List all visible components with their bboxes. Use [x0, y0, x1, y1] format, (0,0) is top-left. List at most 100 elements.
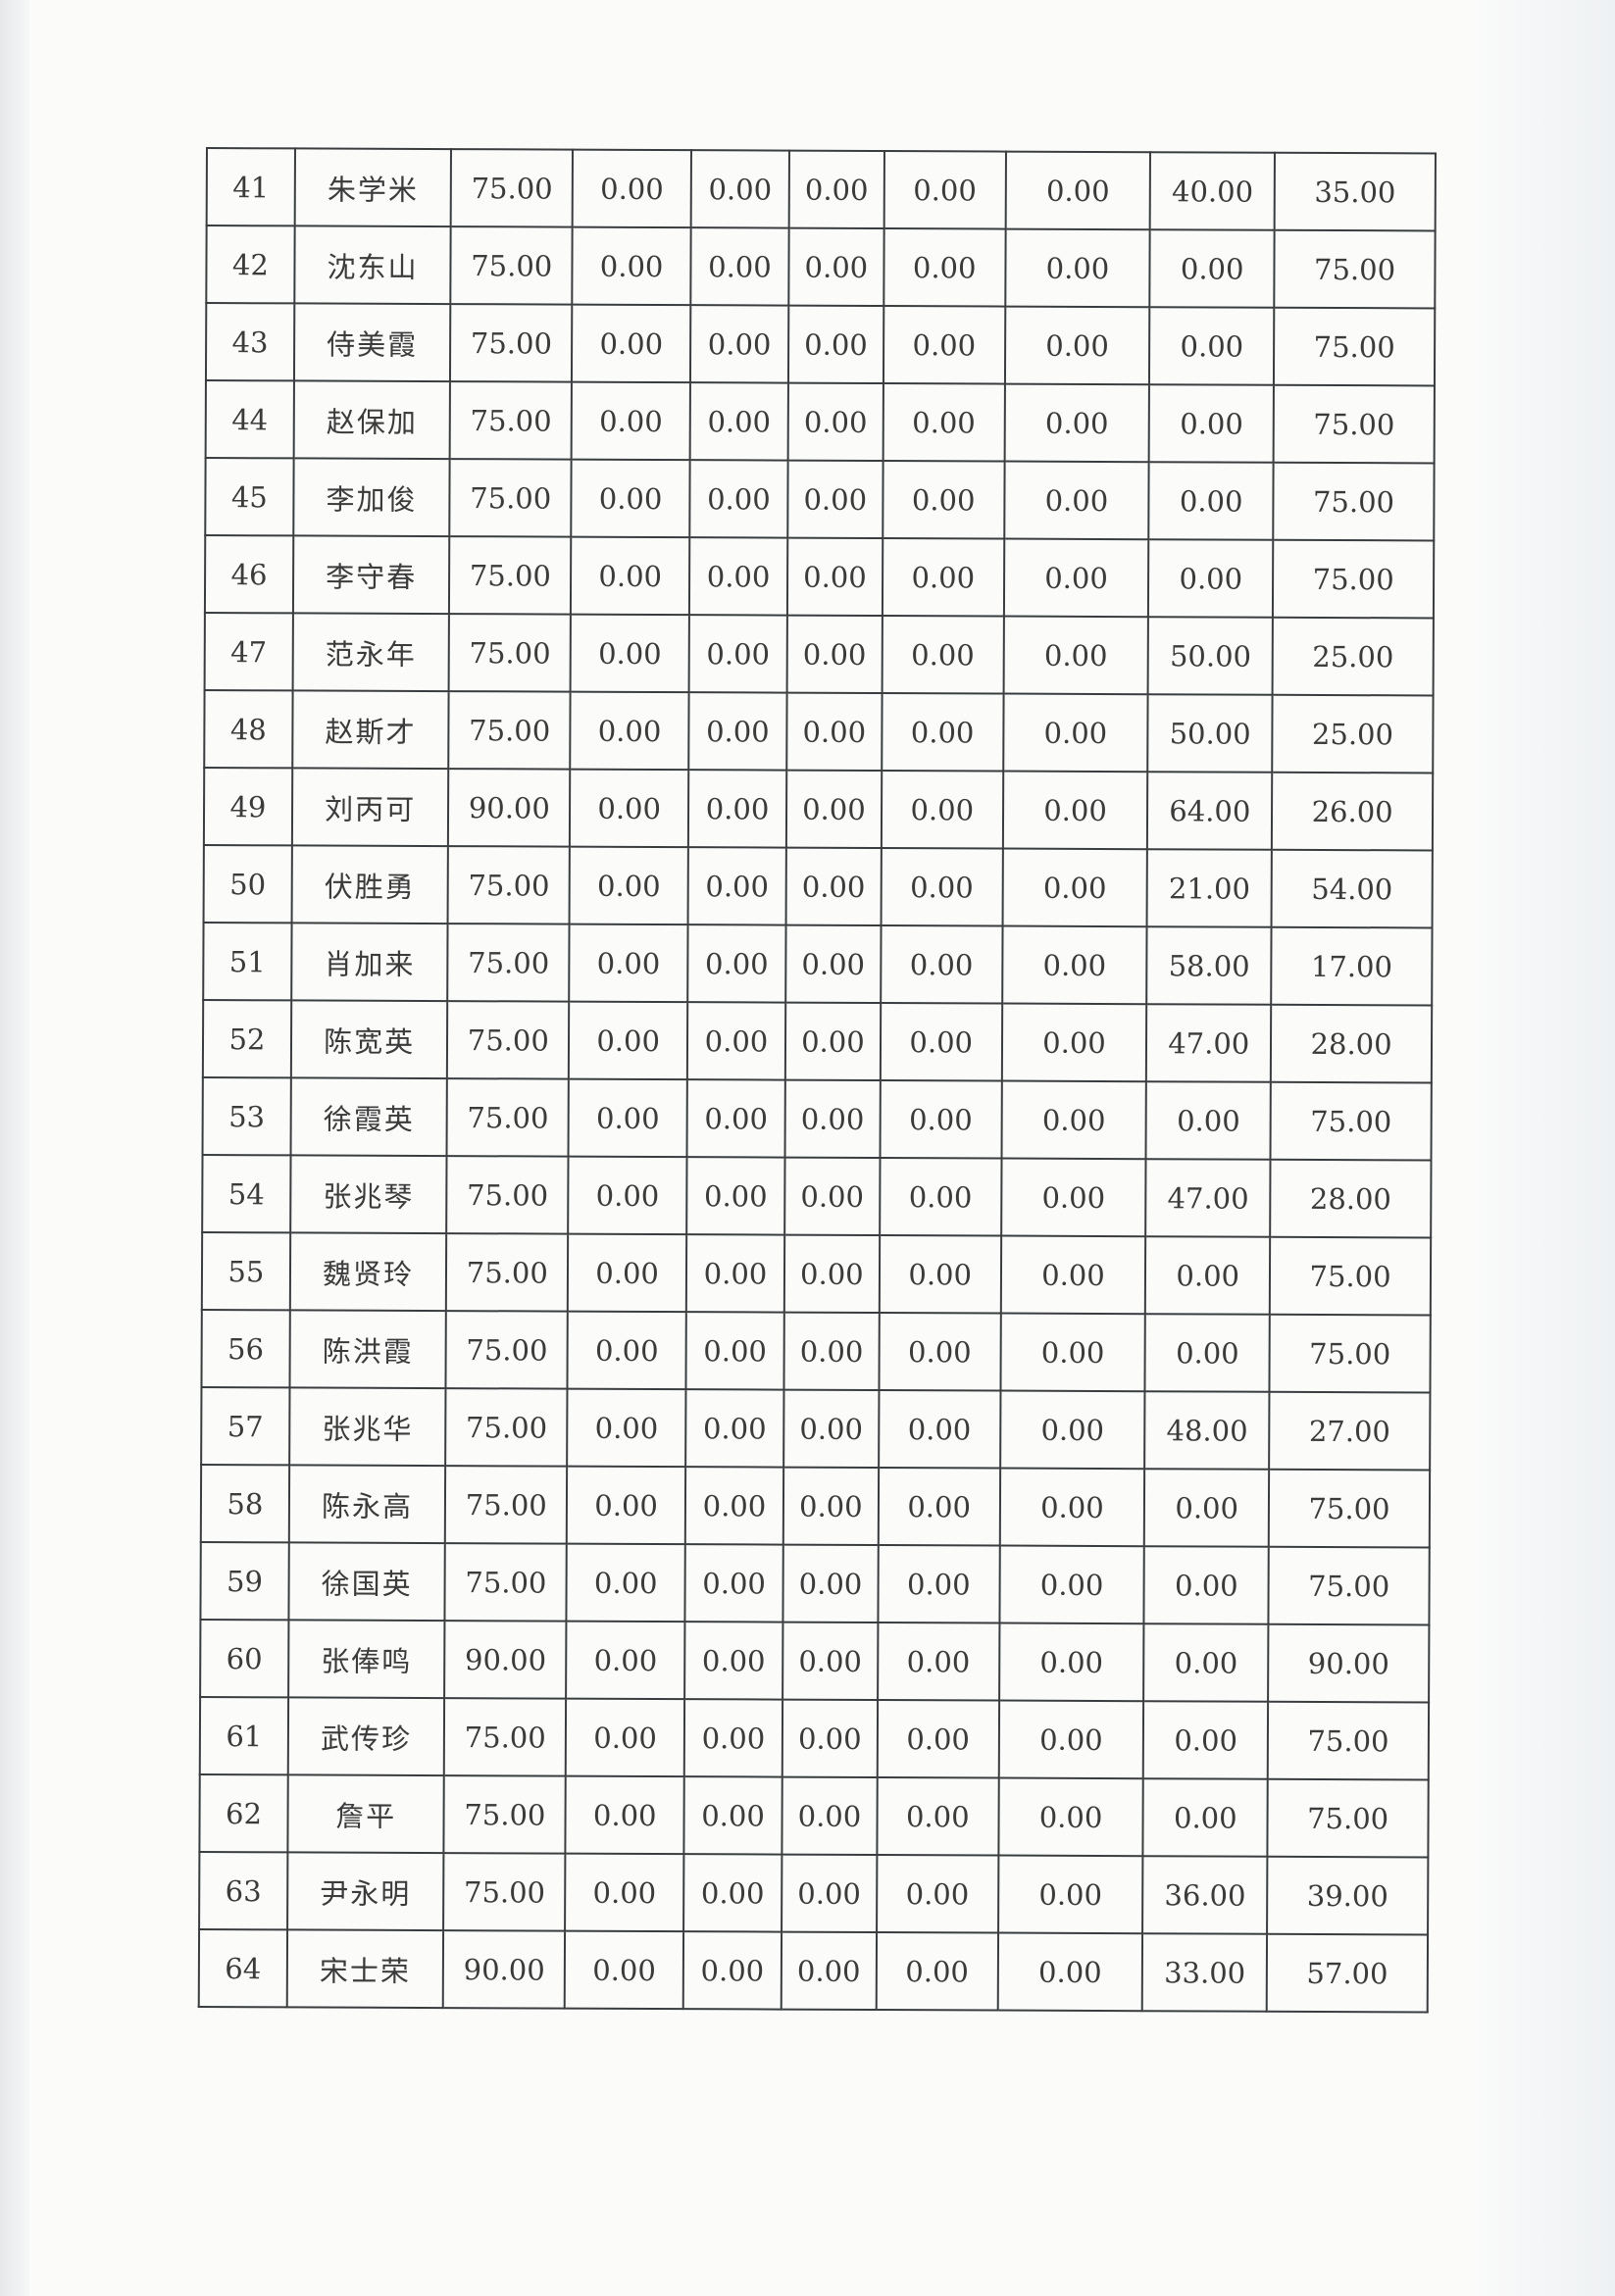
table-row: 50 伏胜勇 75.00 0.00 0.00 0.00 0.00 0.00 21.00 54.00 — [203, 844, 1433, 928]
table-row: 59 徐国英 75.00 0.00 0.00 0.00 0.00 0.00 0.00 75.00 — [200, 1541, 1430, 1625]
table-row: 63 尹永明 75.00 0.00 0.00 0.00 0.00 0.00 36.00 39.00 — [199, 1851, 1429, 1935]
cell-index: 44 — [205, 380, 294, 459]
table-row: 49 刘丙可 90.00 0.00 0.00 0.00 0.00 0.00 64.00 26.00 — [203, 767, 1434, 851]
cell-col7: 0.00 — [877, 1777, 999, 1856]
cell-col4: 0.00 — [571, 381, 691, 461]
cell-index: 56 — [201, 1309, 290, 1388]
cell-col6: 0.00 — [786, 615, 883, 694]
table-row: 44 赵保加 75.00 0.00 0.00 0.00 0.00 0.00 0.00 75.00 — [205, 380, 1435, 464]
cell-col9: 0.00 — [1143, 1546, 1269, 1624]
cell-col7: 0.00 — [883, 151, 1006, 229]
cell-col7: 0.00 — [876, 1932, 998, 2011]
cell-name: 陈永高 — [288, 1465, 446, 1544]
table-row: 48 赵斯才 75.00 0.00 0.00 0.00 0.00 0.00 50.00 25.00 — [204, 689, 1434, 774]
cell-name: 沈东山 — [294, 225, 452, 305]
cell-name: 侍美霞 — [293, 303, 451, 382]
cell-col8: 0.00 — [1002, 848, 1148, 927]
cell-col3: 75.00 — [444, 1698, 567, 1776]
cell-index: 42 — [206, 225, 295, 304]
cell-col4: 0.00 — [570, 769, 689, 848]
cell-col8: 0.00 — [1001, 1003, 1147, 1082]
table-row: 52 陈宽英 75.00 0.00 0.00 0.00 0.00 0.00 47.00 28.00 — [202, 999, 1433, 1083]
data-table: 41 朱学米 75.00 0.00 0.00 0.00 0.00 0.00 40.00 35.00… — [198, 147, 1437, 2013]
table-row: 46 李守春 75.00 0.00 0.00 0.00 0.00 0.00 0.00 75.00 — [204, 535, 1435, 619]
cell-col4: 0.00 — [568, 1078, 687, 1158]
cell-col6: 0.00 — [782, 1544, 879, 1623]
cell-index: 53 — [202, 1076, 291, 1156]
table-row: 53 徐霞英 75.00 0.00 0.00 0.00 0.00 0.00 0.00 75.00 — [202, 1076, 1432, 1161]
cell-col8: 0.00 — [998, 1622, 1144, 1702]
cell-col8: 0.00 — [1003, 616, 1149, 695]
cell-index: 59 — [200, 1541, 289, 1621]
cell-index: 58 — [200, 1464, 289, 1543]
cell-col10: 75.00 — [1273, 384, 1435, 464]
table-row: 45 李加俊 75.00 0.00 0.00 0.00 0.00 0.00 0.00 75.00 — [205, 458, 1435, 541]
cell-col3: 90.00 — [443, 1930, 566, 2009]
cell-col9: 0.00 — [1143, 1623, 1269, 1702]
cell-col4: 0.00 — [565, 1775, 684, 1855]
cell-col8: 0.00 — [999, 1545, 1145, 1624]
cell-col6: 0.00 — [782, 1699, 878, 1778]
cell-name: 詹平 — [287, 1774, 445, 1854]
cell-col7: 0.00 — [876, 1855, 999, 1933]
cell-col5: 0.00 — [682, 1931, 782, 2010]
cell-name: 伏胜勇 — [291, 845, 449, 924]
cell-name: 赵保加 — [293, 380, 451, 460]
cell-col5: 0.00 — [690, 227, 789, 306]
cell-col3: 75.00 — [443, 1775, 567, 1854]
cell-col10: 75.00 — [1274, 307, 1436, 386]
cell-col8: 0.00 — [1000, 1313, 1146, 1392]
cell-col9: 0.00 — [1148, 462, 1274, 540]
cell-name: 武传珍 — [287, 1697, 445, 1776]
cell-index: 57 — [201, 1386, 290, 1466]
cell-col6: 0.00 — [783, 1389, 880, 1469]
cell-col10: 26.00 — [1272, 772, 1434, 851]
cell-col10: 25.00 — [1272, 694, 1434, 774]
cell-col10: 75.00 — [1268, 1469, 1431, 1548]
cell-col4: 0.00 — [568, 1233, 687, 1313]
cell-col5: 0.00 — [690, 305, 789, 383]
cell-name: 肖加来 — [291, 923, 448, 1002]
cell-col9: 36.00 — [1142, 1856, 1268, 1934]
cell-col3: 75.00 — [449, 536, 572, 615]
cell-col8: 0.00 — [1003, 538, 1149, 618]
cell-col8: 0.00 — [1001, 1080, 1147, 1160]
cell-col9: 21.00 — [1146, 849, 1273, 927]
cell-col8: 0.00 — [1001, 925, 1147, 1005]
cell-name: 刘丙可 — [291, 768, 449, 847]
cell-col5: 0.00 — [685, 1389, 784, 1468]
cell-name: 宋士荣 — [286, 1929, 444, 2009]
cell-col10: 75.00 — [1268, 1546, 1430, 1625]
cell-col9: 64.00 — [1147, 772, 1273, 850]
cell-col10: 57.00 — [1266, 1933, 1429, 2013]
cell-name: 徐国英 — [288, 1542, 446, 1622]
cell-index: 41 — [206, 148, 295, 226]
cell-col8: 0.00 — [1004, 306, 1150, 385]
cell-index: 52 — [202, 999, 292, 1078]
cell-col5: 0.00 — [687, 847, 786, 925]
cell-col5: 0.00 — [685, 1312, 784, 1390]
table-row: 42 沈东山 75.00 0.00 0.00 0.00 0.00 0.00 0.00 75.00 — [206, 225, 1436, 309]
cell-col3: 75.00 — [450, 226, 573, 305]
cell-col3: 90.00 — [448, 769, 571, 847]
cell-col5: 0.00 — [684, 1467, 784, 1545]
table-body: 41 朱学米 75.00 0.00 0.00 0.00 0.00 0.00 40.00 35.00… — [198, 148, 1436, 2013]
cell-col6: 0.00 — [787, 382, 883, 462]
cell-index: 64 — [198, 1928, 287, 2008]
cell-col8: 0.00 — [1000, 1235, 1146, 1315]
cell-col7: 0.00 — [878, 1390, 1001, 1469]
cell-col4: 0.00 — [566, 1621, 685, 1700]
cell-col6: 0.00 — [784, 1079, 881, 1159]
cell-name: 李守春 — [292, 535, 450, 615]
table-row: 61 武传珍 75.00 0.00 0.00 0.00 0.00 0.00 0.00 75.00 — [199, 1696, 1430, 1780]
cell-col6: 0.00 — [781, 1931, 877, 2011]
cell-index: 60 — [200, 1619, 289, 1698]
cell-col5: 0.00 — [684, 1544, 783, 1622]
cell-index: 46 — [204, 535, 294, 614]
cell-name: 陈宽英 — [290, 1000, 448, 1079]
cell-col5: 0.00 — [688, 692, 787, 771]
cell-col6: 0.00 — [782, 1467, 879, 1546]
cell-col5: 0.00 — [687, 924, 786, 1003]
cell-col4: 0.00 — [569, 1001, 688, 1080]
table-row: 51 肖加来 75.00 0.00 0.00 0.00 0.00 0.00 58.00 17.00 — [203, 922, 1433, 1006]
